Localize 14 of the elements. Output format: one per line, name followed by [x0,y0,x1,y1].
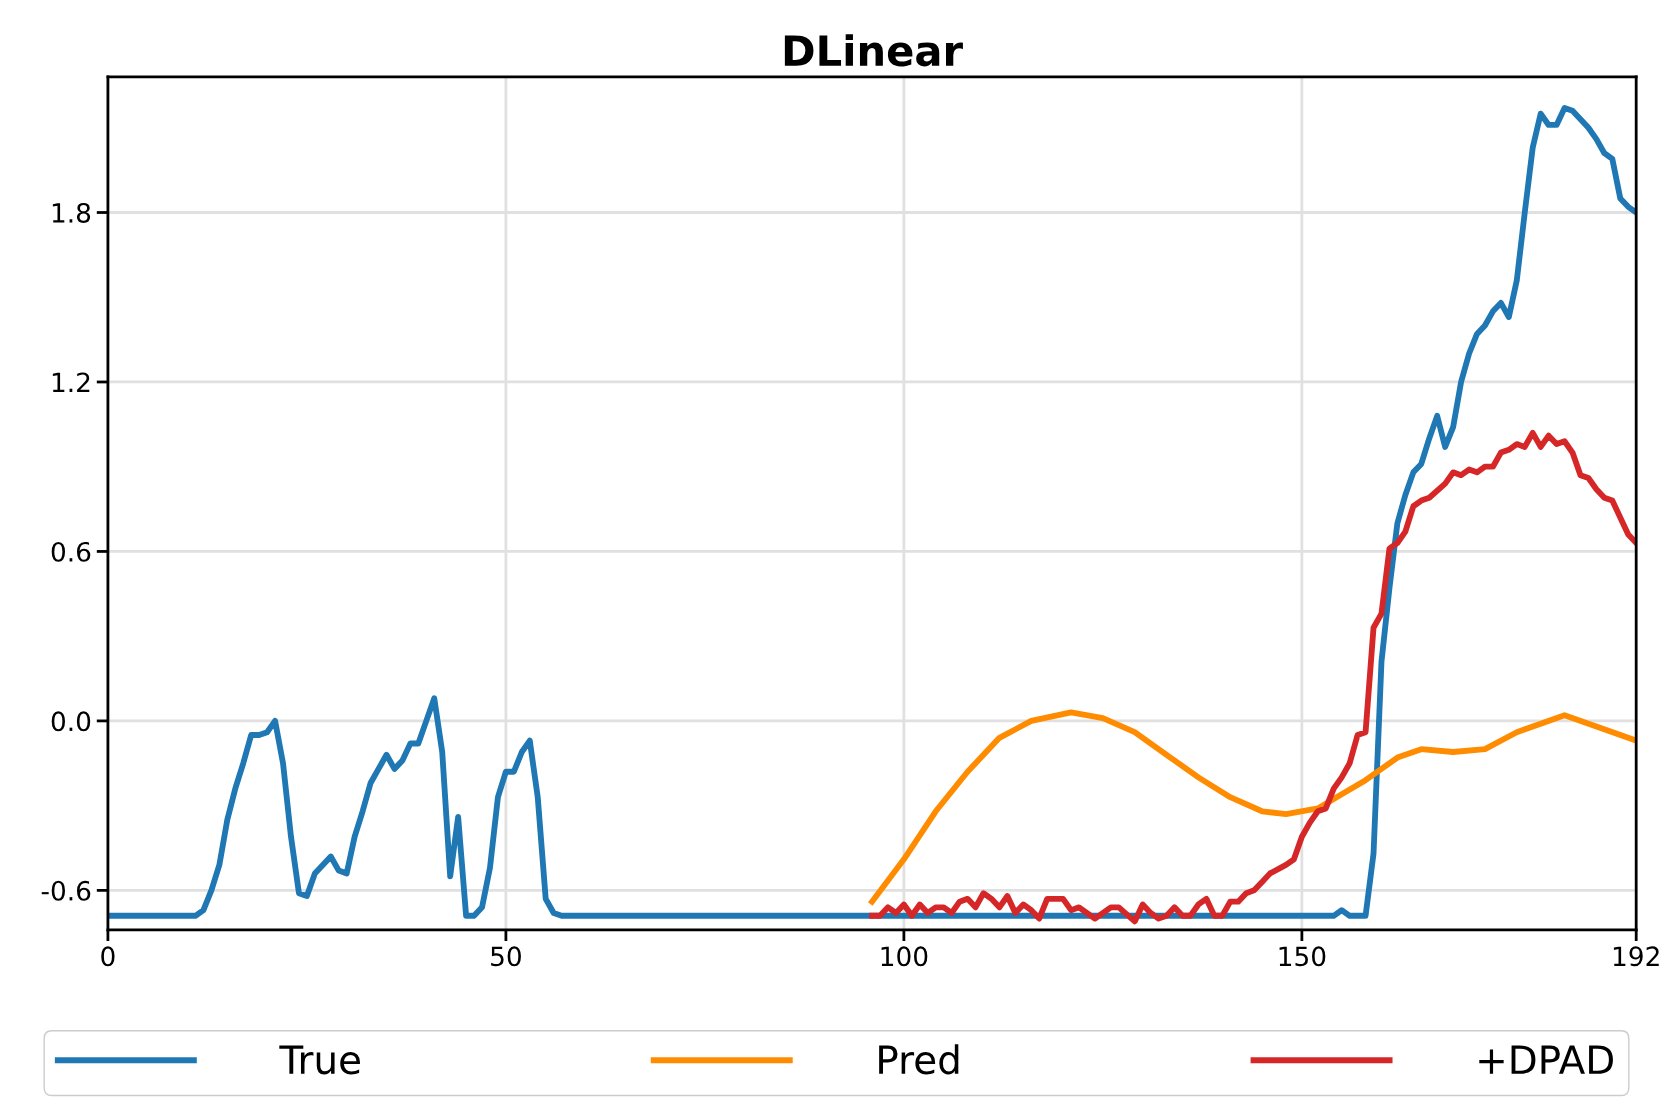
chart-title: DLinear [784,34,963,67]
x-tick-label: 0 [101,946,115,967]
legend-label: True [279,1045,360,1075]
x-tick-label: 100 [881,946,928,967]
y-tick-label: 1.2 [52,372,90,392]
y-tick-label: 0.0 [51,711,91,732]
legend-label: +DPAD [1479,1045,1613,1074]
x-tick-label: 50 [491,946,521,967]
x-tick-label: 192 [1613,946,1659,967]
y-tick-label: -0.6 [41,880,91,901]
y-tick-label: 0.6 [51,541,91,562]
y-tick-label: 1.8 [52,202,91,223]
x-tick-label: 150 [1279,946,1326,967]
legend-label: Pred [879,1044,959,1075]
